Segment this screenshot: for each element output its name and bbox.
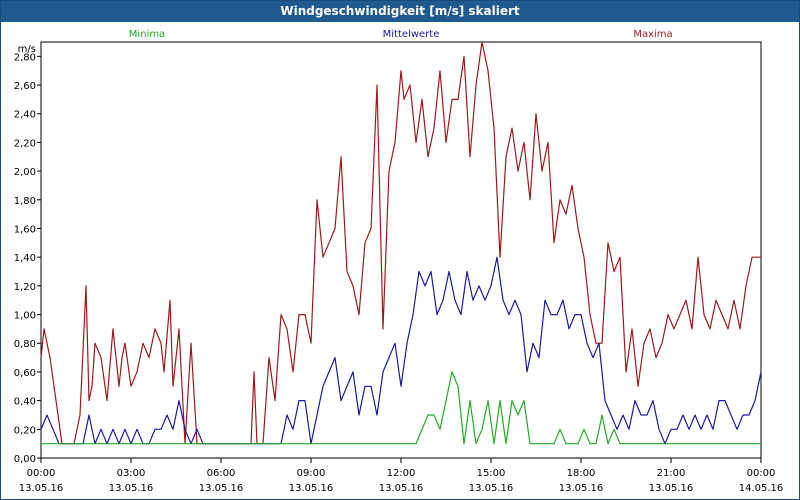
axis-labels: 0,00 0,20 0,40 0,60 0,80 1,00 1,20 1,40 1,60 1,80… (14, 44, 784, 494)
y-tick-label: 1,20 (14, 282, 36, 293)
legend-item-maxima: Maxima (633, 29, 672, 40)
plot-frame (40, 41, 762, 459)
axes (37, 41, 762, 463)
y-tick-label: 0,80 (14, 339, 36, 350)
window-title: Windgeschwindigkeit [m/s] skaliert (1, 1, 799, 22)
x-tick-date-label: 13.05.16 (379, 483, 424, 494)
x-tick-date-label: 13.05.16 (289, 483, 334, 494)
x-tick-date-label: 13.05.16 (199, 483, 244, 494)
x-tick-date-label: 13.05.16 (109, 483, 154, 494)
y-tick-label: 0,40 (14, 397, 36, 408)
chart-area: 0,00 0,20 0,40 0,60 0,80 1,00 1,20 1,40 1,60 1,80… (14, 29, 784, 494)
x-tick-date-label: 13.05.16 (649, 483, 694, 494)
series-line-maxima (40, 41, 761, 445)
x-tick-time-label: 00:00 (747, 468, 776, 479)
series-lines (40, 41, 762, 445)
y-tick-label: 2,60 (14, 81, 36, 92)
y-tick-label: 2,00 (14, 167, 36, 178)
x-tick-date-label: 13.05.16 (559, 483, 604, 494)
x-tick-time-label: 03:00 (117, 468, 146, 479)
y-tick-label: 1,40 (14, 253, 36, 264)
x-tick-time-label: 21:00 (657, 468, 686, 479)
y-tick-label: 0,20 (14, 425, 36, 436)
series-line-mittelwerte (40, 256, 762, 445)
y-tick-label: 0,00 (14, 454, 36, 465)
y-tick-label: 1,80 (14, 196, 36, 207)
y-tick-label: 0,60 (14, 368, 36, 379)
x-tick-time-label: 18:00 (567, 468, 596, 479)
x-tick-time-label: 15:00 (477, 468, 506, 479)
y-tick-label: 1,60 (14, 224, 36, 235)
x-tick-time-label: 09:00 (297, 468, 326, 479)
y-tick-label: 2,80 (14, 52, 36, 63)
x-tick-time-label: 12:00 (387, 468, 416, 479)
legend: Minima Mittelwerte Maxima (129, 29, 673, 40)
y-tick-label: 1,00 (14, 311, 36, 322)
x-tick-date-label: 13.05.16 (19, 483, 64, 494)
legend-item-mittelwerte: Mittelwerte (383, 29, 440, 40)
legend-item-minima: Minima (129, 29, 165, 40)
series-line-minima (41, 371, 761, 445)
x-tick-time-label: 06:00 (207, 468, 236, 479)
y-tick-label: 2,20 (14, 138, 36, 149)
x-tick-date-label: 13.05.16 (469, 483, 514, 494)
x-tick-date-label: 14.05.16 (739, 483, 784, 494)
y-tick-label: 2,40 (14, 110, 36, 121)
y-axis-label: m/s (18, 44, 36, 55)
x-tick-time-label: 00:00 (27, 468, 56, 479)
